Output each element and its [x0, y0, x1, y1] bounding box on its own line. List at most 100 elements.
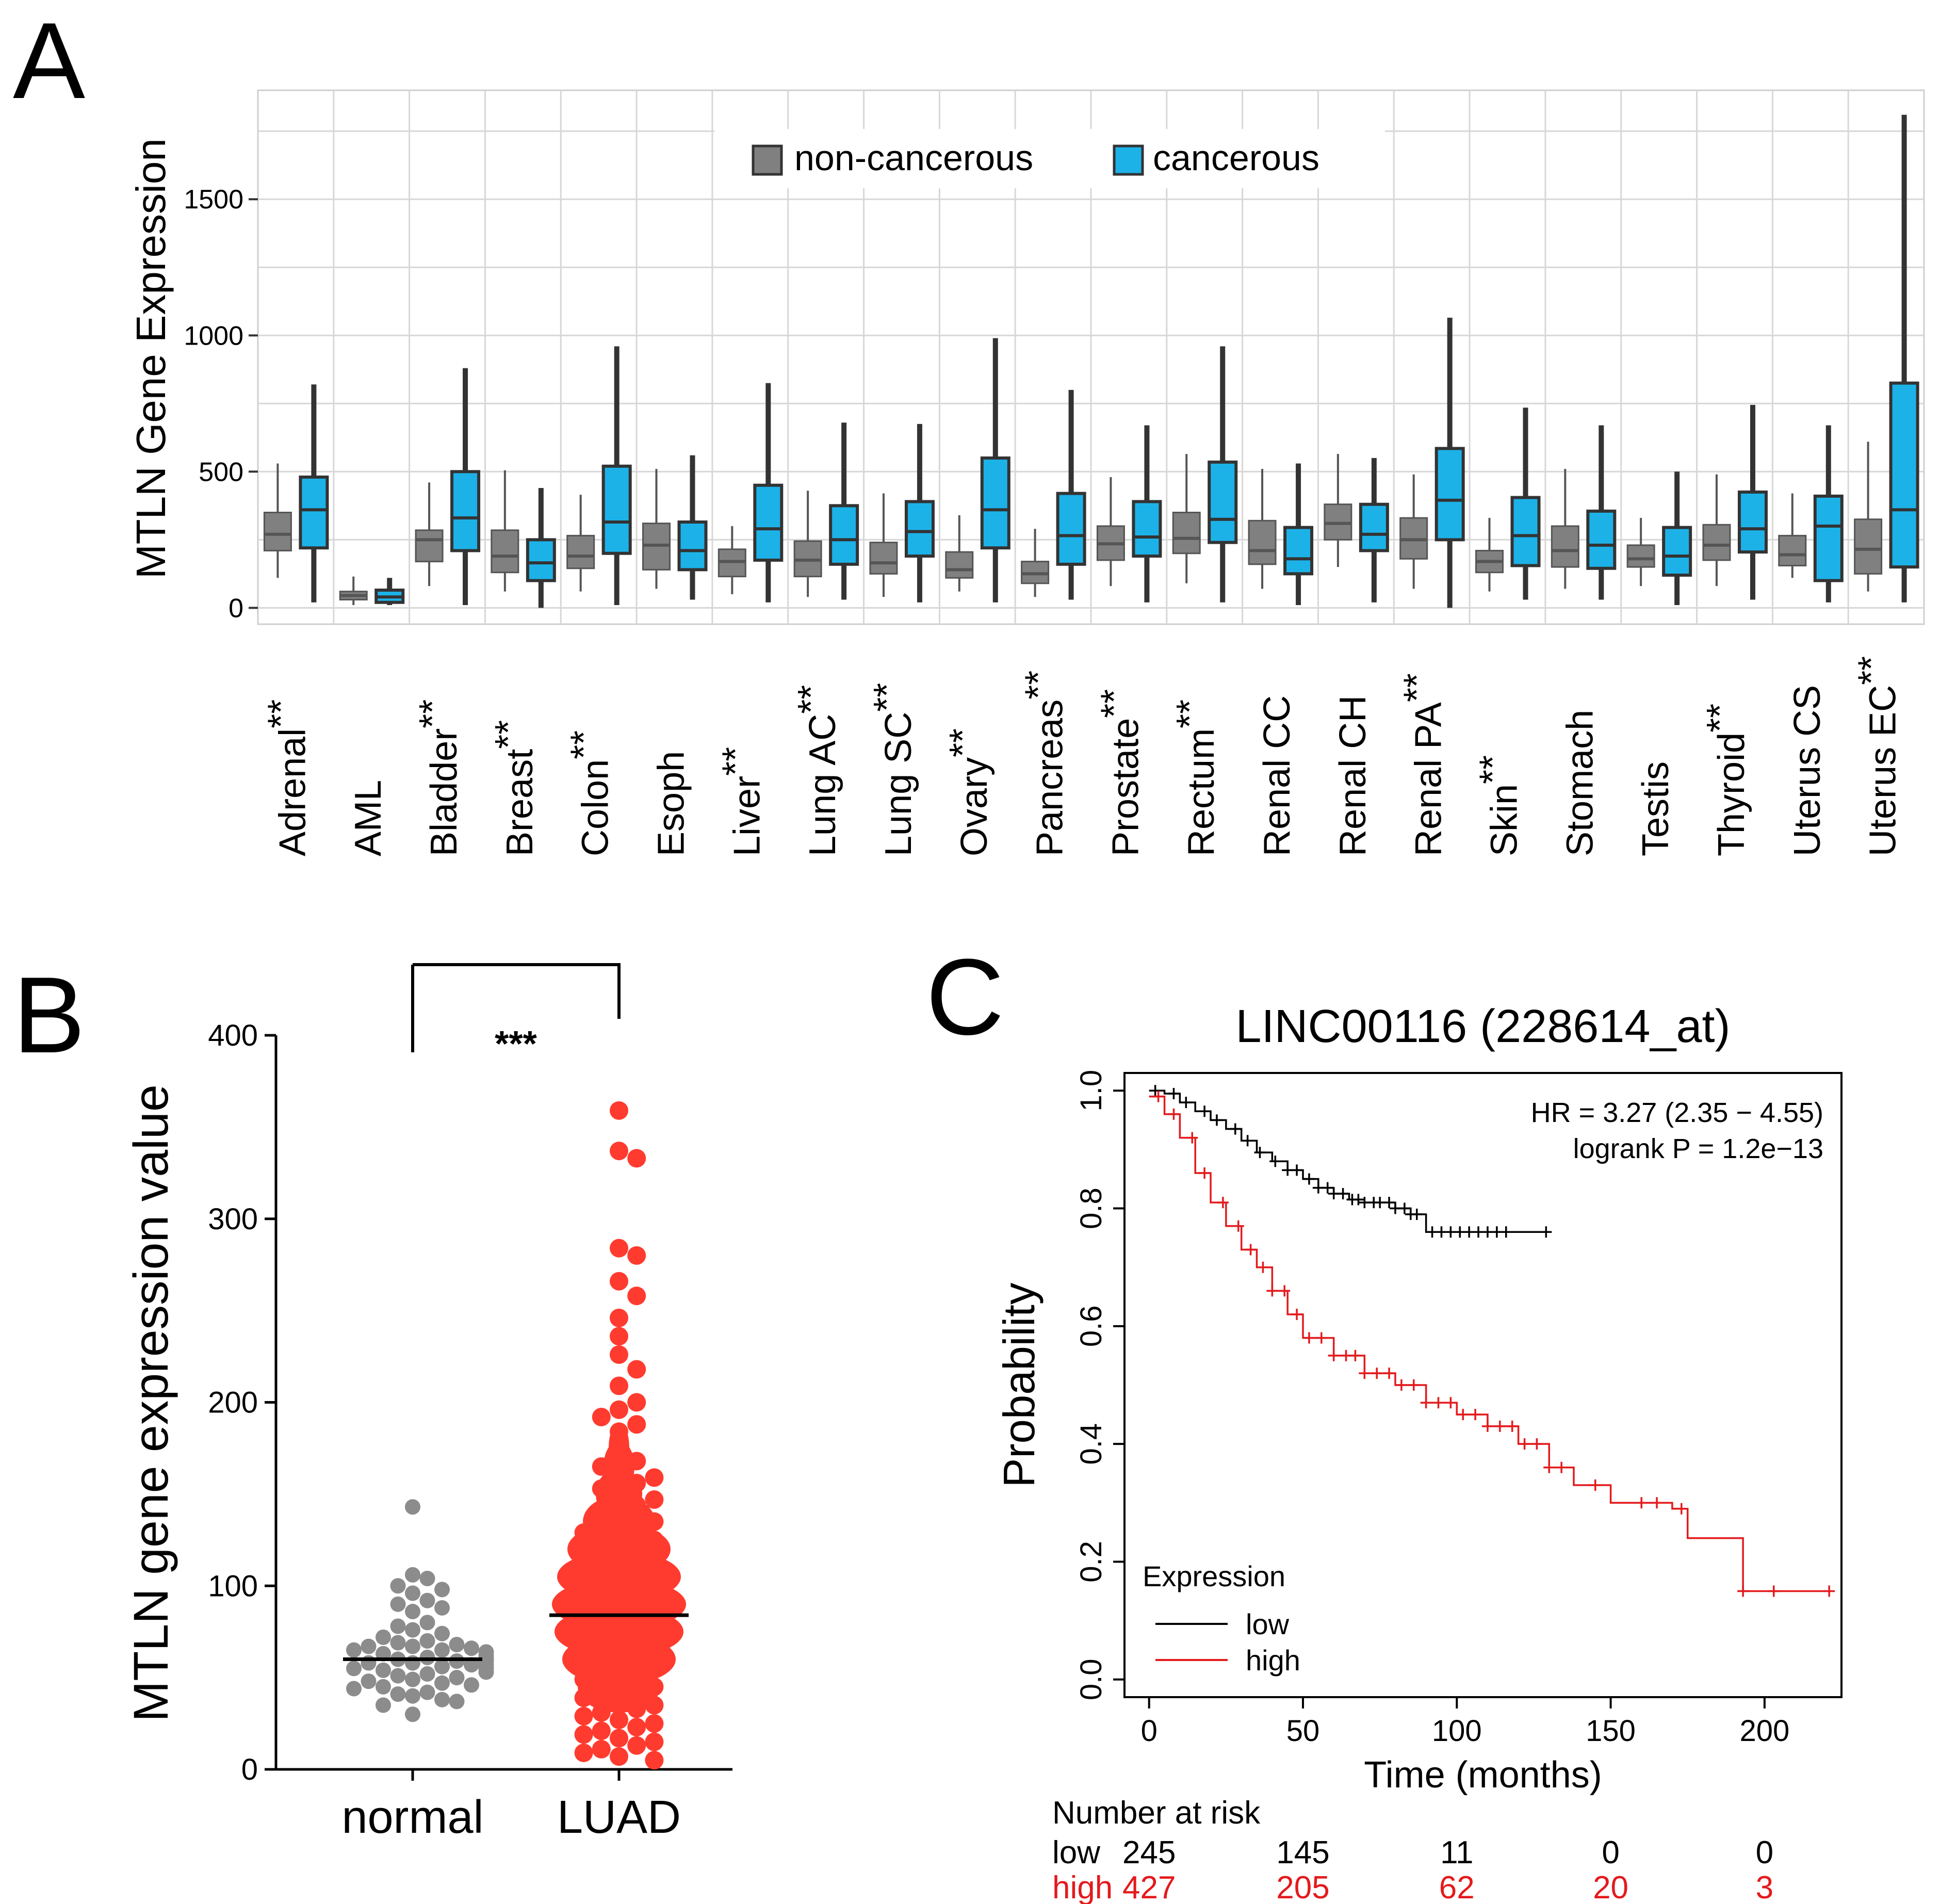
censor-mark — [1543, 1461, 1555, 1473]
censor-mark — [1398, 1202, 1410, 1214]
data-point — [419, 1592, 435, 1608]
x-tick-label-a: Lung AC** — [791, 685, 843, 856]
data-point — [376, 1679, 391, 1695]
data-point — [627, 1287, 646, 1306]
axes-b: 0 100 200 300 400 — [208, 1019, 732, 1786]
data-point — [419, 1571, 435, 1587]
data-point — [405, 1638, 420, 1654]
censor-mark — [1168, 1108, 1180, 1120]
category-name: Stomach — [1559, 710, 1601, 856]
censor-mark — [1337, 1188, 1349, 1200]
x-tick-label-a: Rectum** — [1169, 699, 1222, 856]
y-tick-label-a: 0 — [229, 593, 243, 623]
box-body — [566, 534, 595, 569]
censor-mark — [1481, 1420, 1493, 1432]
x-tick-label-b: normal — [341, 1792, 483, 1843]
significance-marker: ** — [1397, 673, 1438, 702]
data-point — [434, 1582, 450, 1598]
risk-value-low: 245 — [1122, 1835, 1176, 1870]
hr-annotation: HR = 3.27 (2.35 − 4.55) — [1531, 1097, 1823, 1128]
censor-mark — [1199, 1105, 1211, 1117]
means-b — [343, 1613, 689, 1662]
y-tick-label-a: 1000 — [184, 321, 243, 351]
data-point — [627, 1736, 646, 1755]
censor-mark — [1371, 1368, 1383, 1379]
x-tick-label-b: LUAD — [557, 1792, 681, 1843]
significance-marker: ** — [1018, 671, 1059, 699]
box-body — [1434, 447, 1465, 542]
category-name: Renal PA — [1408, 702, 1449, 856]
x-tick-label-a: Colon** — [564, 730, 616, 856]
x-tick-label-a: Uterus CS — [1787, 685, 1828, 856]
significance-marker: ** — [942, 728, 984, 757]
box-body — [1586, 509, 1617, 570]
data-point — [346, 1642, 362, 1658]
category-name: Colon — [575, 759, 616, 856]
data-point — [610, 1327, 628, 1346]
box-body — [1172, 511, 1201, 555]
box-body — [1889, 381, 1919, 569]
data-point — [627, 1415, 646, 1434]
significance-marker: ** — [260, 699, 302, 728]
x-tick-label-a: Liver** — [715, 747, 768, 856]
data-point — [610, 1710, 628, 1729]
censor-mark — [1322, 1182, 1333, 1194]
censor-mark — [1556, 1461, 1568, 1473]
censor-mark — [1291, 1164, 1303, 1176]
data-point — [627, 1246, 646, 1265]
y-axis-label-a: MTLN Gene Expression — [128, 138, 174, 579]
y-axis-label-c: Probability — [995, 1282, 1044, 1487]
censor-mark — [1636, 1497, 1648, 1509]
category-name: Liver — [726, 776, 768, 856]
data-point — [645, 1732, 664, 1751]
box-body — [299, 475, 329, 550]
y-tick-label-c: 0.4 — [1074, 1423, 1108, 1465]
panel-b: B 0 100 200 300 400 *** MTLN gene expression… — [13, 954, 732, 1843]
censor-mark — [1217, 1197, 1229, 1209]
x-tick-label-a: Ovary** — [942, 728, 995, 856]
box-body — [1854, 518, 1883, 575]
data-point — [405, 1585, 420, 1601]
censor-mark — [1383, 1197, 1395, 1209]
censor-mark — [1279, 1285, 1291, 1297]
y-axis-a: 0 500 1000 1500 — [184, 185, 258, 623]
legend-label-cancerous: cancerous — [1153, 138, 1319, 178]
data-point — [464, 1640, 479, 1656]
censor-mark — [1328, 1349, 1340, 1361]
censor-mark — [1199, 1167, 1211, 1179]
panel-label-c: C — [926, 936, 1004, 1057]
censor-mark — [1432, 1397, 1444, 1409]
censor-mark — [1254, 1147, 1266, 1159]
box-body — [1551, 525, 1579, 568]
box-body — [1813, 494, 1844, 582]
censor-mark — [1211, 1114, 1222, 1126]
data-point — [610, 1400, 628, 1419]
risk-value-low: 0 — [1602, 1835, 1619, 1870]
box-body — [1208, 460, 1238, 544]
data-point — [346, 1661, 362, 1677]
y-tick-label-c: 0.8 — [1074, 1187, 1108, 1229]
censor-mark — [1168, 1087, 1180, 1099]
box-body — [1510, 496, 1541, 567]
censor-mark — [1266, 1285, 1278, 1297]
category-name: Lung SC — [878, 712, 919, 856]
censor-mark — [1531, 1438, 1543, 1450]
axes-c: 0 50 100 150 200 0.0 0.2 0.4 0.6 0.8 1.0 — [1074, 1070, 1789, 1748]
risk-value-high: 205 — [1276, 1870, 1329, 1904]
data-point — [610, 1345, 628, 1364]
censor-mark — [1186, 1132, 1198, 1144]
x-tick-label-a: Skin** — [1473, 755, 1525, 856]
censor-mark — [1242, 1135, 1253, 1147]
data-point — [449, 1694, 465, 1710]
data-point — [610, 1142, 628, 1161]
risk-row-label-low: low — [1052, 1835, 1100, 1870]
significance-marker: ** — [1851, 656, 1893, 685]
x-tick-label-a: Adrenal** — [260, 699, 313, 856]
x-tick-label-a: Uterus EC** — [1851, 656, 1904, 856]
significance-marker: ** — [791, 685, 832, 714]
data-point — [645, 1714, 664, 1733]
censor-mark — [1315, 1332, 1327, 1344]
data-point — [390, 1578, 406, 1594]
category-name: Ovary — [954, 757, 995, 856]
